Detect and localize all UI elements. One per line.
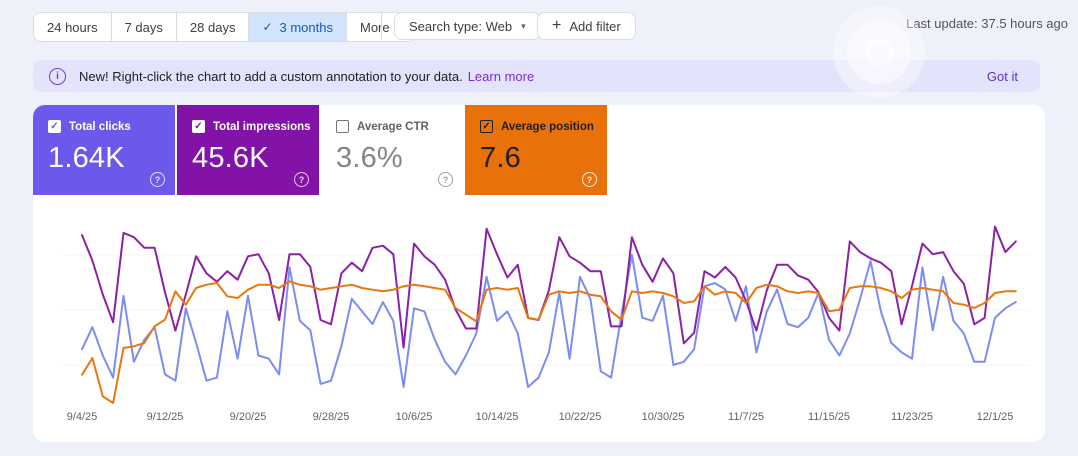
checked-checkbox[interactable]: ✓	[192, 120, 205, 133]
help-icon[interactable]: ?	[150, 172, 165, 187]
add-filter-button[interactable]: + Add filter	[537, 12, 636, 40]
x-axis-tick-label: 9/12/25	[146, 411, 184, 423]
range-button-label: 24 hours	[47, 19, 98, 35]
help-icon[interactable]: ?	[438, 172, 453, 187]
more-label: More	[360, 19, 390, 35]
range-button-7-days[interactable]: 7 days	[110, 13, 176, 41]
help-icon[interactable]: ?	[294, 172, 309, 187]
metric-card-value: 3.6%	[336, 142, 403, 174]
x-axis-tick-label: 11/15/25	[807, 411, 851, 423]
checked-checkbox[interactable]: ✓	[480, 120, 493, 133]
x-axis-tick-label: 10/22/25	[558, 411, 602, 423]
add-filter-label: Add filter	[569, 18, 621, 34]
toolbar-divider	[381, 13, 382, 39]
unchecked-checkbox[interactable]	[336, 120, 349, 133]
range-button-24-hours[interactable]: 24 hours	[34, 13, 111, 41]
annotation-banner: i New! Right-click the chart to add a cu…	[33, 60, 1040, 92]
x-axis-tick-label: 9/20/25	[229, 411, 267, 423]
x-axis-tick-label: 9/4/25	[66, 411, 98, 423]
help-icon[interactable]: ?	[582, 172, 597, 187]
range-button-3-months[interactable]: ✓ 3 months	[248, 13, 346, 41]
metric-card-label: Average position	[501, 120, 594, 133]
metric-card-total-clicks[interactable]: ✓ Total clicks 1.64K?	[33, 105, 175, 195]
performance-panel: ✓ Total clicks 1.64K? ✓ Total impressions 45.…	[33, 105, 1045, 442]
plus-icon: +	[552, 17, 562, 34]
range-button-label: 28 days	[189, 19, 236, 35]
metric-card-average-ctr[interactable]: Average CTR 3.6%?	[321, 105, 463, 195]
last-update-text: Last update: 37.5 hours ago	[906, 16, 1068, 31]
range-button-label: 3 months	[279, 19, 333, 35]
range-button-28-days[interactable]: 28 days	[175, 13, 249, 41]
metric-card-label: Average CTR	[357, 120, 429, 133]
chevron-down-icon: ▾	[521, 20, 526, 31]
learn-more-link[interactable]: Learn more	[467, 68, 535, 84]
metric-card-average-position[interactable]: ✓ Average position 7.6?	[465, 105, 607, 195]
check-icon: ✓	[262, 20, 273, 34]
search-type-label: Search type: Web	[409, 18, 513, 34]
metric-card-label: Total clicks	[69, 120, 131, 133]
got-it-button[interactable]: Got it	[986, 68, 1018, 84]
x-axis-tick-label: 11/23/25	[890, 411, 934, 423]
checked-checkbox[interactable]: ✓	[48, 120, 61, 133]
metric-card-value: 45.6K	[192, 142, 269, 174]
metric-card-total-impressions[interactable]: ✓ Total impressions 45.6K?	[177, 105, 319, 195]
info-icon: i	[49, 67, 66, 85]
x-axis-tick-label: 12/1/25	[976, 411, 1014, 423]
range-button-label: 7 days	[124, 19, 163, 35]
search-type-dropdown[interactable]: Search type: Web ▾	[394, 12, 541, 40]
x-axis-tick-label: 9/28/25	[312, 411, 350, 423]
metric-cards: ✓ Total clicks 1.64K? ✓ Total impressions 45.…	[33, 105, 1045, 195]
x-axis-tick-label: 10/30/25	[641, 411, 685, 423]
x-axis-tick-label: 10/6/25	[395, 411, 433, 423]
metric-card-value: 7.6	[480, 142, 521, 174]
x-axis-tick-label: 10/14/25	[475, 411, 519, 423]
metric-card-value: 1.64K	[48, 142, 125, 174]
banner-text: New! Right-click the chart to add a cust…	[79, 68, 463, 84]
metric-card-label: Total impressions	[213, 120, 311, 133]
x-axis-tick-label: 11/7/25	[728, 411, 764, 423]
